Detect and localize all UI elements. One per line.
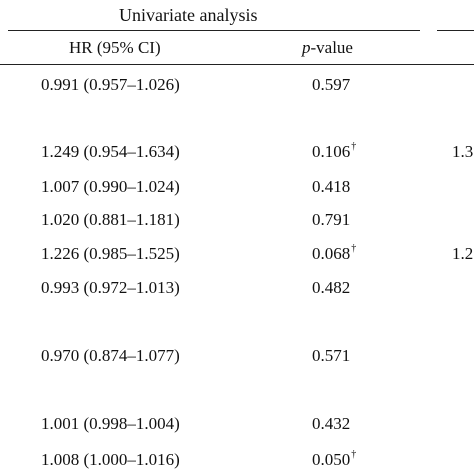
table-row-p: 0.482 <box>312 278 350 298</box>
table-row-p: 0.418 <box>312 177 350 197</box>
p-italic: p <box>302 38 311 57</box>
p-value-text: 0.432 <box>312 414 351 433</box>
table-row-p: 0.432 <box>312 414 350 434</box>
table-row-hr: 1.249 (0.954–1.634) <box>41 142 180 161</box>
table-row-p: 0.050† <box>312 450 356 470</box>
column-header-p-value: p-value <box>302 38 353 58</box>
p-value-text: 0.791 <box>312 210 351 229</box>
univariate-analysis-heading: Univariate analysis <box>119 5 258 25</box>
next-group-underline-rule <box>437 30 474 31</box>
table-row-p: 0.791 <box>312 210 350 230</box>
p-value-text: 0.418 <box>312 177 351 196</box>
table-row-hr: 0.993 (0.972–1.013) <box>41 278 180 297</box>
group-underline-rule <box>8 30 420 31</box>
dagger-mark: † <box>351 449 357 461</box>
p-value-text: 0.571 <box>312 346 351 365</box>
p-value-text: 0.050 <box>312 450 351 469</box>
dagger-mark: † <box>351 243 357 255</box>
p-value-text: 0.068 <box>312 244 351 263</box>
table-row-p: 0.106† <box>312 142 356 162</box>
p-value-text: 0.482 <box>312 278 351 297</box>
column-header-hr: HR (95% CI) <box>69 38 161 57</box>
clipped-column-value: 1.2 <box>452 244 474 263</box>
table-row-hr: 1.226 (0.985–1.525) <box>41 244 180 263</box>
table-row-hr: 0.970 (0.874–1.077) <box>41 346 180 365</box>
table-row-p: 0.597 <box>312 75 350 95</box>
table-row-hr: 1.008 (1.000–1.016) <box>41 450 180 469</box>
p-value-text: 0.597 <box>312 75 351 94</box>
table-row-hr: 1.001 (0.998–1.004) <box>41 414 180 433</box>
dagger-mark: † <box>351 141 357 153</box>
table-row-p: 0.068† <box>312 244 356 264</box>
table-row-p: 0.571 <box>312 346 350 366</box>
header-bottom-rule <box>0 64 474 65</box>
table-row-hr: 0.991 (0.957–1.026) <box>41 75 180 94</box>
table-row-hr: 1.020 (0.881–1.181) <box>41 210 180 229</box>
table-row-hr: 1.007 (0.990–1.024) <box>41 177 180 196</box>
p-value-text: 0.106 <box>312 142 351 161</box>
p-value-suffix: -value <box>310 38 353 57</box>
clipped-column-value: 1.3 <box>452 142 474 161</box>
